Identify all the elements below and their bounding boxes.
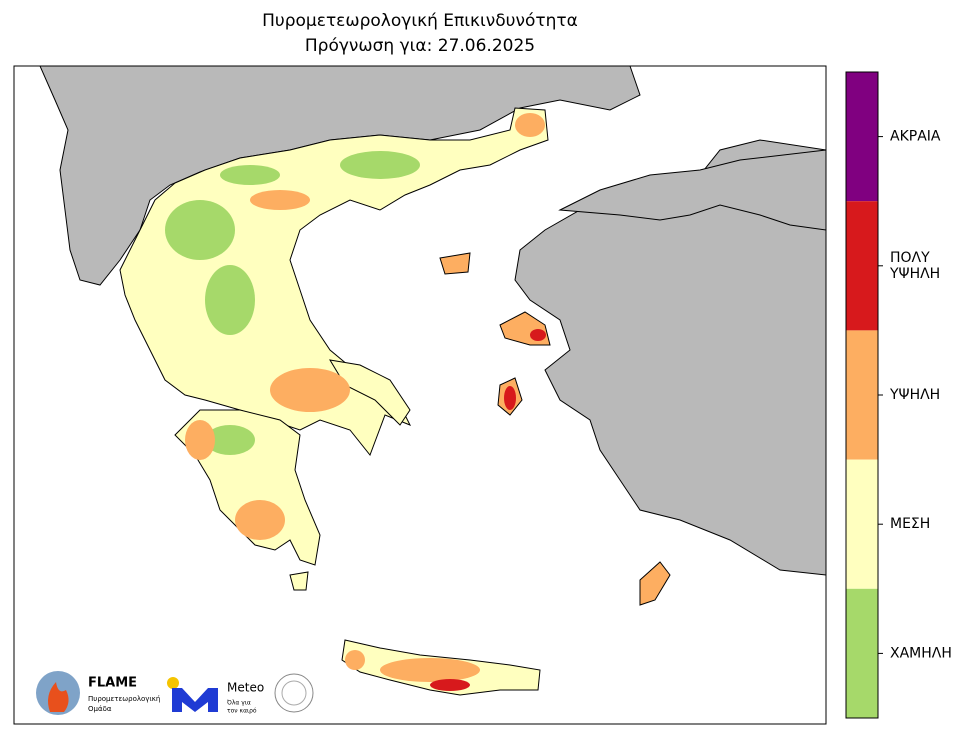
seal <box>274 673 314 713</box>
colorbar-label: ΜΕΣΗ <box>890 516 930 532</box>
logos: FLAME Πυρομετεωρολογική Ομάδα Meteo Όλα … <box>36 671 314 715</box>
meteo-name: Meteo <box>227 681 264 695</box>
flame-name: FLAME <box>88 676 137 691</box>
colorbar-label: ΧΑΜΗΛΗ <box>890 645 952 661</box>
colorbar-segment <box>846 588 878 718</box>
meteo-tagline: τον καιρό <box>227 708 257 715</box>
title-line: Πρόγνωση για: 27.06.2025 <box>305 36 535 56</box>
colorbar-segment <box>846 201 878 331</box>
flame-subtitle: Πυρομετεωρολογική <box>88 695 160 703</box>
colorbar-frame <box>845 71 879 719</box>
colorbar-segment <box>846 330 878 460</box>
colorbar-label: ΠΟΛΥ <box>890 250 930 266</box>
colorbar-segment <box>846 459 878 589</box>
colorbar-segment <box>846 72 878 202</box>
meteo-dot <box>167 677 179 689</box>
flame-subtitle: Ομάδα <box>88 705 112 713</box>
title-line: Πυρομετεωρολογική Επικινδυνότητα <box>262 11 578 31</box>
colorbar-label: ΥΨΗΛΗ <box>889 266 940 282</box>
meteo-tagline: Όλα για <box>226 700 251 707</box>
colorbar-label: ΥΨΗΛΗ <box>889 387 940 403</box>
flame-shape <box>48 682 69 712</box>
colorbar-label: ΑΚΡΑΙΑ <box>890 129 941 145</box>
seal-inner <box>281 680 307 706</box>
map <box>13 65 827 725</box>
meteo-mark <box>172 688 218 712</box>
